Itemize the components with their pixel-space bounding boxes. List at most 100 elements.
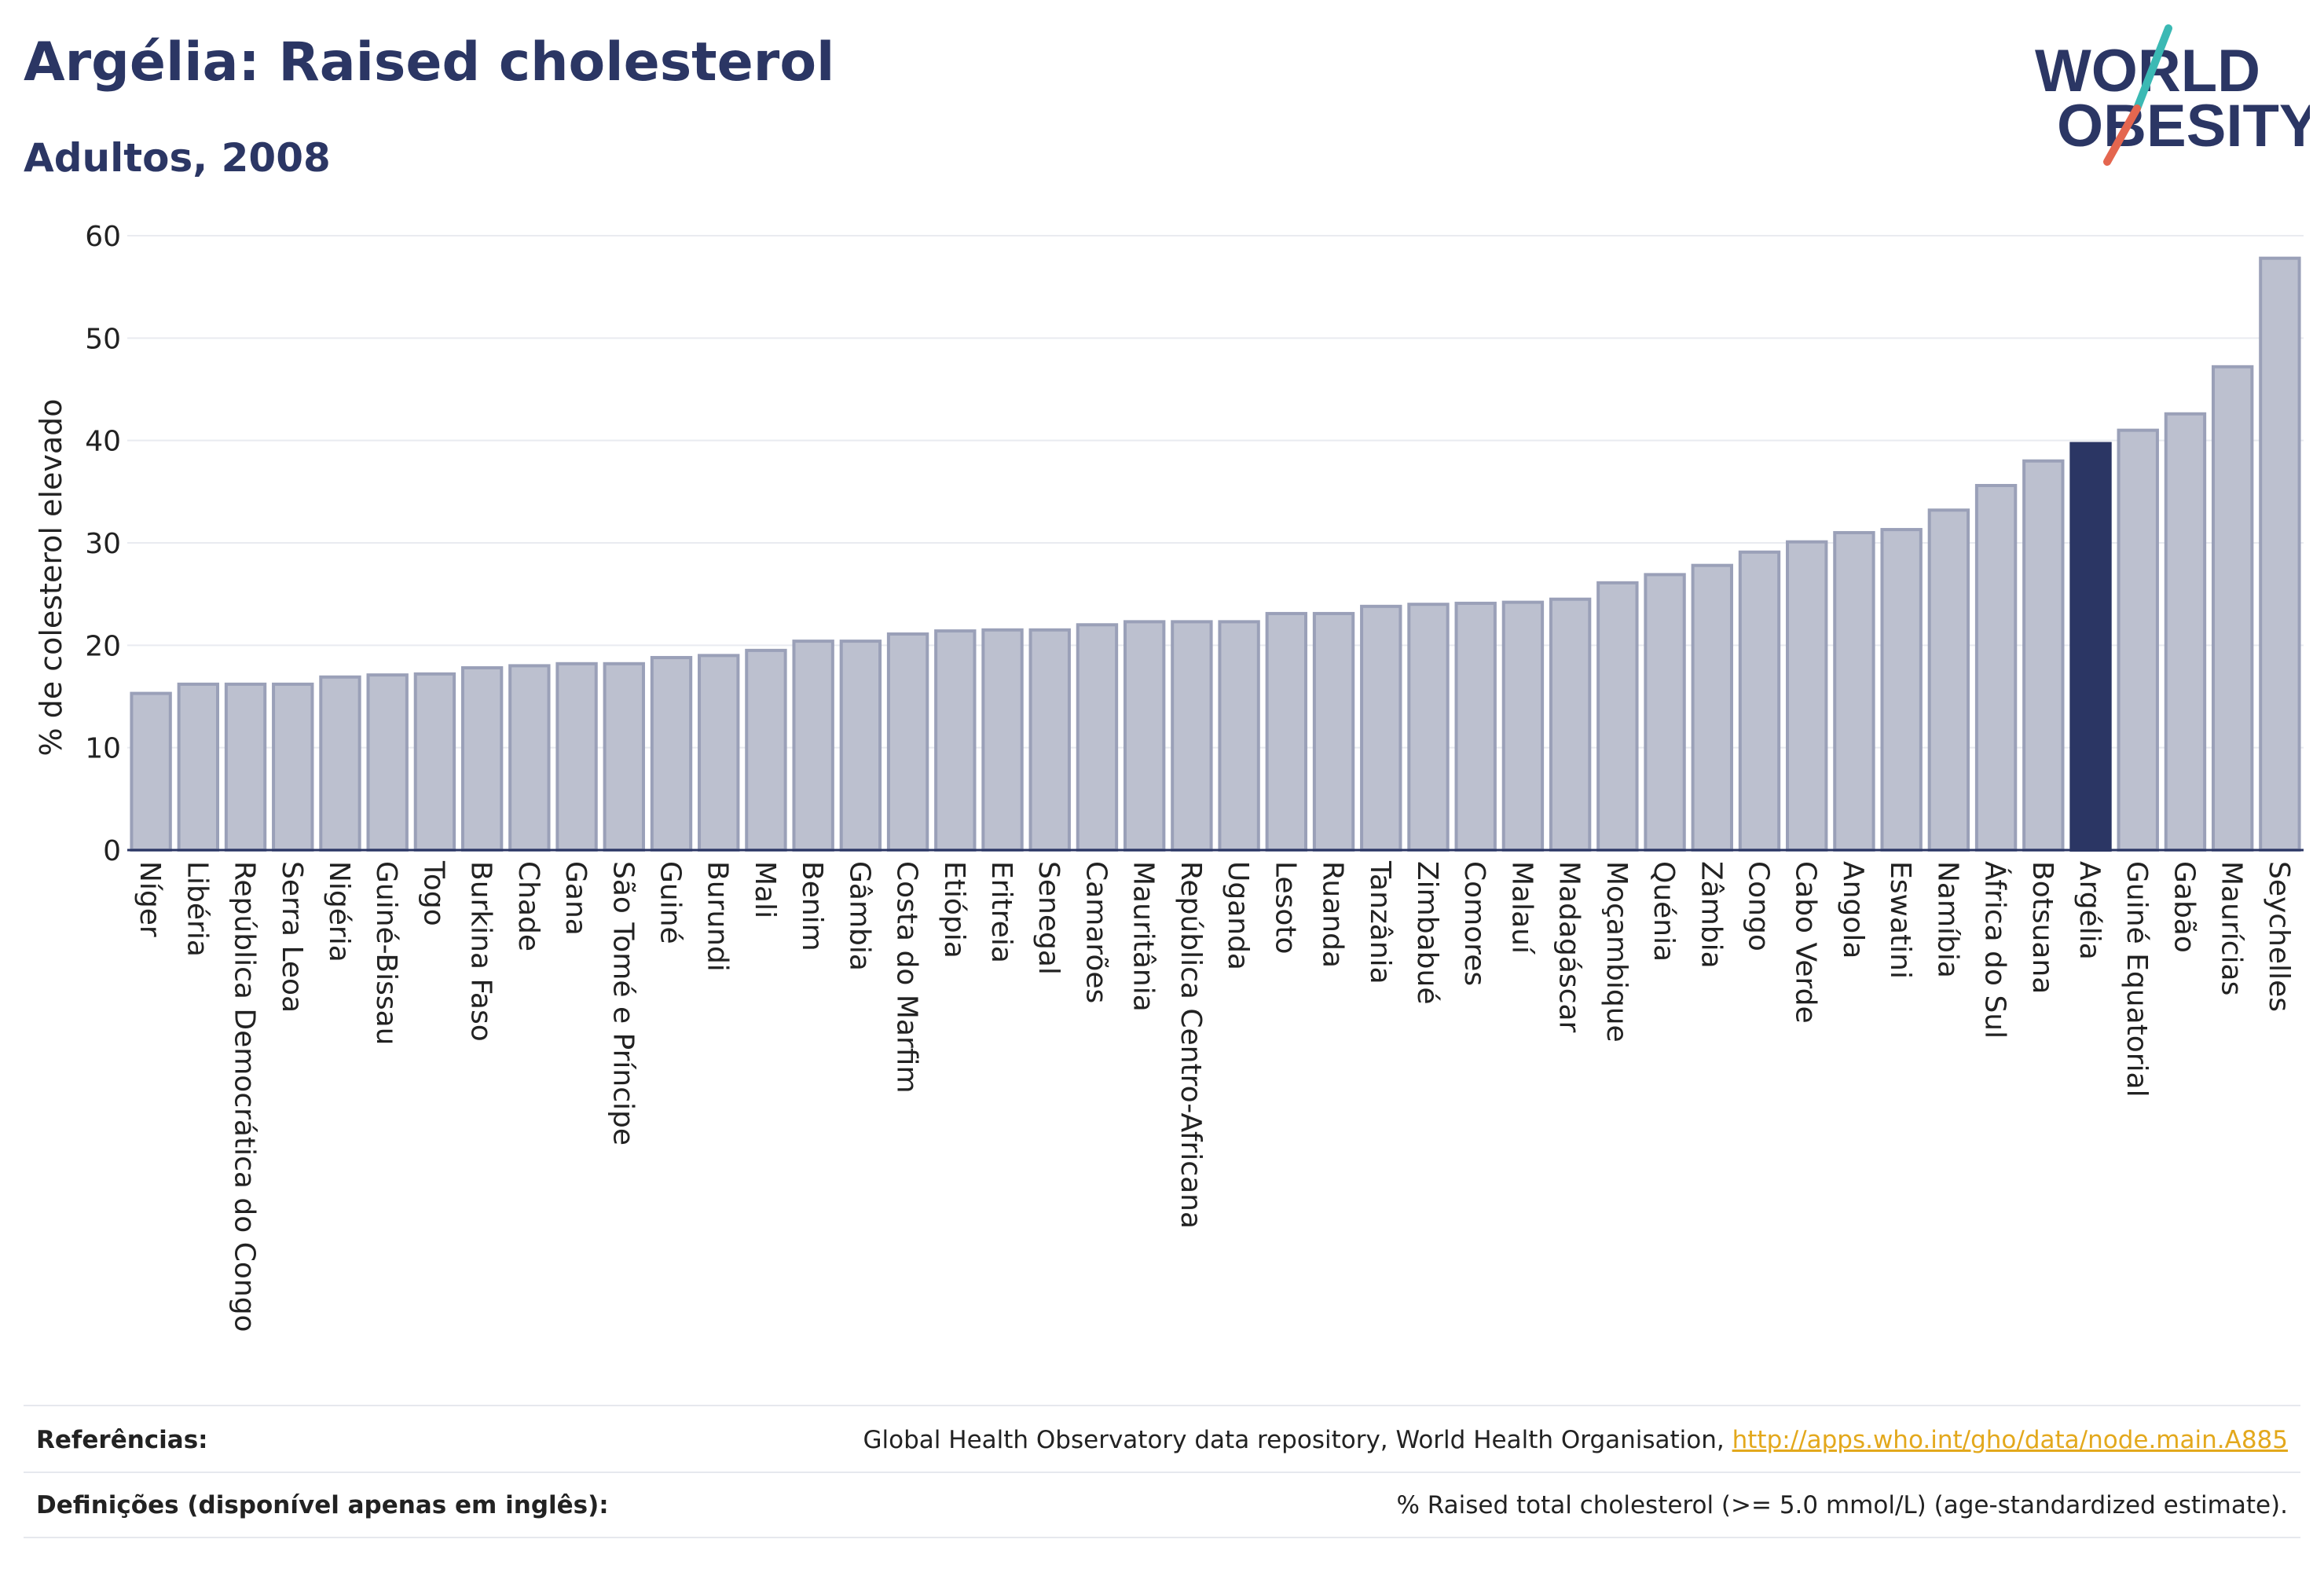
- bar: [1360, 604, 1402, 852]
- chart-title: Argélia: Raised cholesterol: [24, 31, 835, 93]
- references-row: Referências: Global Health Observatory d…: [24, 1409, 2300, 1472]
- x-tick-label: República Centro-Africana: [1175, 861, 1207, 1229]
- y-tick-labels: 0 10 20 30 40 50 60: [85, 221, 121, 867]
- bar: [1501, 600, 1545, 852]
- y-tick-label: 20: [85, 630, 121, 662]
- bar: [981, 628, 1024, 852]
- bar: [1880, 528, 1923, 852]
- x-tick-label: Comores: [1458, 861, 1490, 986]
- x-tick-label: Ruanda: [1317, 861, 1349, 968]
- x-tick-label: Gâmbia: [843, 861, 875, 971]
- bar: [1123, 620, 1166, 852]
- x-tick-label: Eswatini: [1884, 861, 1916, 979]
- references-text: Global Health Observatory data repositor…: [863, 1426, 1732, 1454]
- y-axis-label: % de colesterol elevado: [34, 398, 68, 756]
- x-tick-label: Camarões: [1080, 861, 1112, 1003]
- x-tick-label: Burundi: [702, 861, 734, 972]
- bar: [1218, 620, 1260, 852]
- bar: [508, 664, 551, 852]
- footer-rule-middle: [24, 1472, 2300, 1473]
- bar: [1265, 611, 1308, 852]
- bar: [1691, 563, 1733, 852]
- bar: [1171, 620, 1213, 852]
- references-link[interactable]: http://apps.who.int/gho/data/node.main.A…: [1732, 1426, 2288, 1454]
- x-tick-label: Zimbabué: [1411, 861, 1443, 1004]
- x-tick-label: Costa do Marfim: [891, 861, 923, 1094]
- x-tick-label: Argélia: [2073, 861, 2106, 960]
- y-tick-label: 50: [85, 323, 121, 355]
- x-tick-label: Gana: [559, 861, 592, 936]
- bar: [319, 675, 361, 852]
- bar-layer: [130, 256, 2301, 852]
- x-tick-label: Seychelles: [2263, 861, 2295, 1012]
- logo-slash-bottom: [2103, 104, 2141, 166]
- bar: [1312, 611, 1355, 852]
- bar: [1549, 597, 1592, 852]
- footer-rule-top: [24, 1405, 2300, 1406]
- x-tick-label: Etiópia: [938, 861, 970, 958]
- bar: [2211, 365, 2254, 852]
- bar: [1454, 601, 1497, 852]
- y-tick-label: 0: [103, 835, 121, 867]
- x-tick-label: Libéria: [181, 861, 213, 957]
- x-tick-label: Nigéria: [323, 861, 355, 962]
- logo-line2: OBESITY: [2057, 93, 2310, 159]
- x-tick-label: Mauritânia: [1127, 861, 1160, 1012]
- bar: [1833, 530, 1875, 852]
- x-tick-label: Tanzânia: [1364, 860, 1396, 984]
- bar: [413, 672, 456, 852]
- logo-slash-top: [2133, 24, 2172, 112]
- bar: [2164, 412, 2207, 852]
- definitions-row: Definições (disponível apenas em inglês)…: [24, 1474, 2300, 1537]
- x-tick-label: Senegal: [1032, 861, 1065, 975]
- x-tick-label: Burkina Faso: [465, 861, 497, 1042]
- bar: [1076, 623, 1119, 852]
- bar: [1596, 581, 1639, 852]
- x-tick-label: Lesoto: [1269, 861, 1301, 955]
- x-tick-label: Namíbia: [1931, 861, 1963, 978]
- x-tick-label: Guiné Equatorial: [2121, 861, 2153, 1098]
- world-obesity-logo: WORLD OBESITY: [2035, 24, 2310, 166]
- x-tick-label: Guiné-Bissau: [370, 861, 402, 1045]
- bar: [1927, 508, 1970, 852]
- x-tick-label: Congo: [1743, 861, 1775, 951]
- bar: [177, 682, 220, 852]
- x-tick-label: Angola: [1837, 861, 1869, 958]
- definitions-value: % Raised total cholesterol (>= 5.0 mmol/…: [1396, 1491, 2288, 1519]
- y-tick-label: 40: [85, 426, 121, 458]
- x-tick-label: Uganda: [1222, 861, 1254, 970]
- x-tick-label: Madagáscar: [1553, 861, 1585, 1033]
- y-tick-label: 60: [85, 221, 121, 253]
- bar: [272, 682, 314, 852]
- x-tick-label: Benim: [796, 861, 828, 951]
- bar: [698, 654, 740, 852]
- x-tick-label: Guiné: [654, 861, 687, 944]
- bar: [839, 640, 882, 852]
- bar: [886, 632, 929, 852]
- bar-chart: 0 10 20 30 40 50 60 Níger Libéria República Demo…: [34, 221, 2304, 1332]
- bar: [1644, 573, 1686, 852]
- x-tick-label: Níger: [134, 861, 166, 937]
- bar: [555, 662, 598, 852]
- x-tick-label: Cabo Verde: [1790, 861, 1822, 1024]
- x-tick-label: Gabão: [2168, 861, 2200, 953]
- x-tick-label: Malauí: [1505, 861, 1538, 955]
- y-tick-label: 10: [85, 733, 121, 765]
- y-tick-label: 30: [85, 528, 121, 560]
- x-tick-label: Zâmbia: [1695, 861, 1727, 969]
- bar: [603, 662, 645, 852]
- bar: [934, 629, 977, 852]
- x-tick-labels: Níger Libéria República Democrática do Con…: [134, 860, 2295, 1332]
- bar: [650, 655, 693, 852]
- x-tick-label: Serra Leoa: [276, 861, 308, 1013]
- x-tick-label: República Democrática do Congo: [229, 861, 261, 1332]
- bar: [2117, 428, 2159, 852]
- x-tick-label: Eritreia: [985, 861, 1017, 963]
- bar: [1738, 550, 1781, 852]
- bar: [2022, 459, 2065, 852]
- bar: [792, 640, 834, 852]
- x-tick-label: Maurícias: [2216, 861, 2248, 995]
- bar: [224, 682, 267, 852]
- definitions-label: Definições (disponível apenas em inglês)…: [36, 1491, 609, 1519]
- x-tick-label: São Tomé e Príncipe: [607, 861, 639, 1145]
